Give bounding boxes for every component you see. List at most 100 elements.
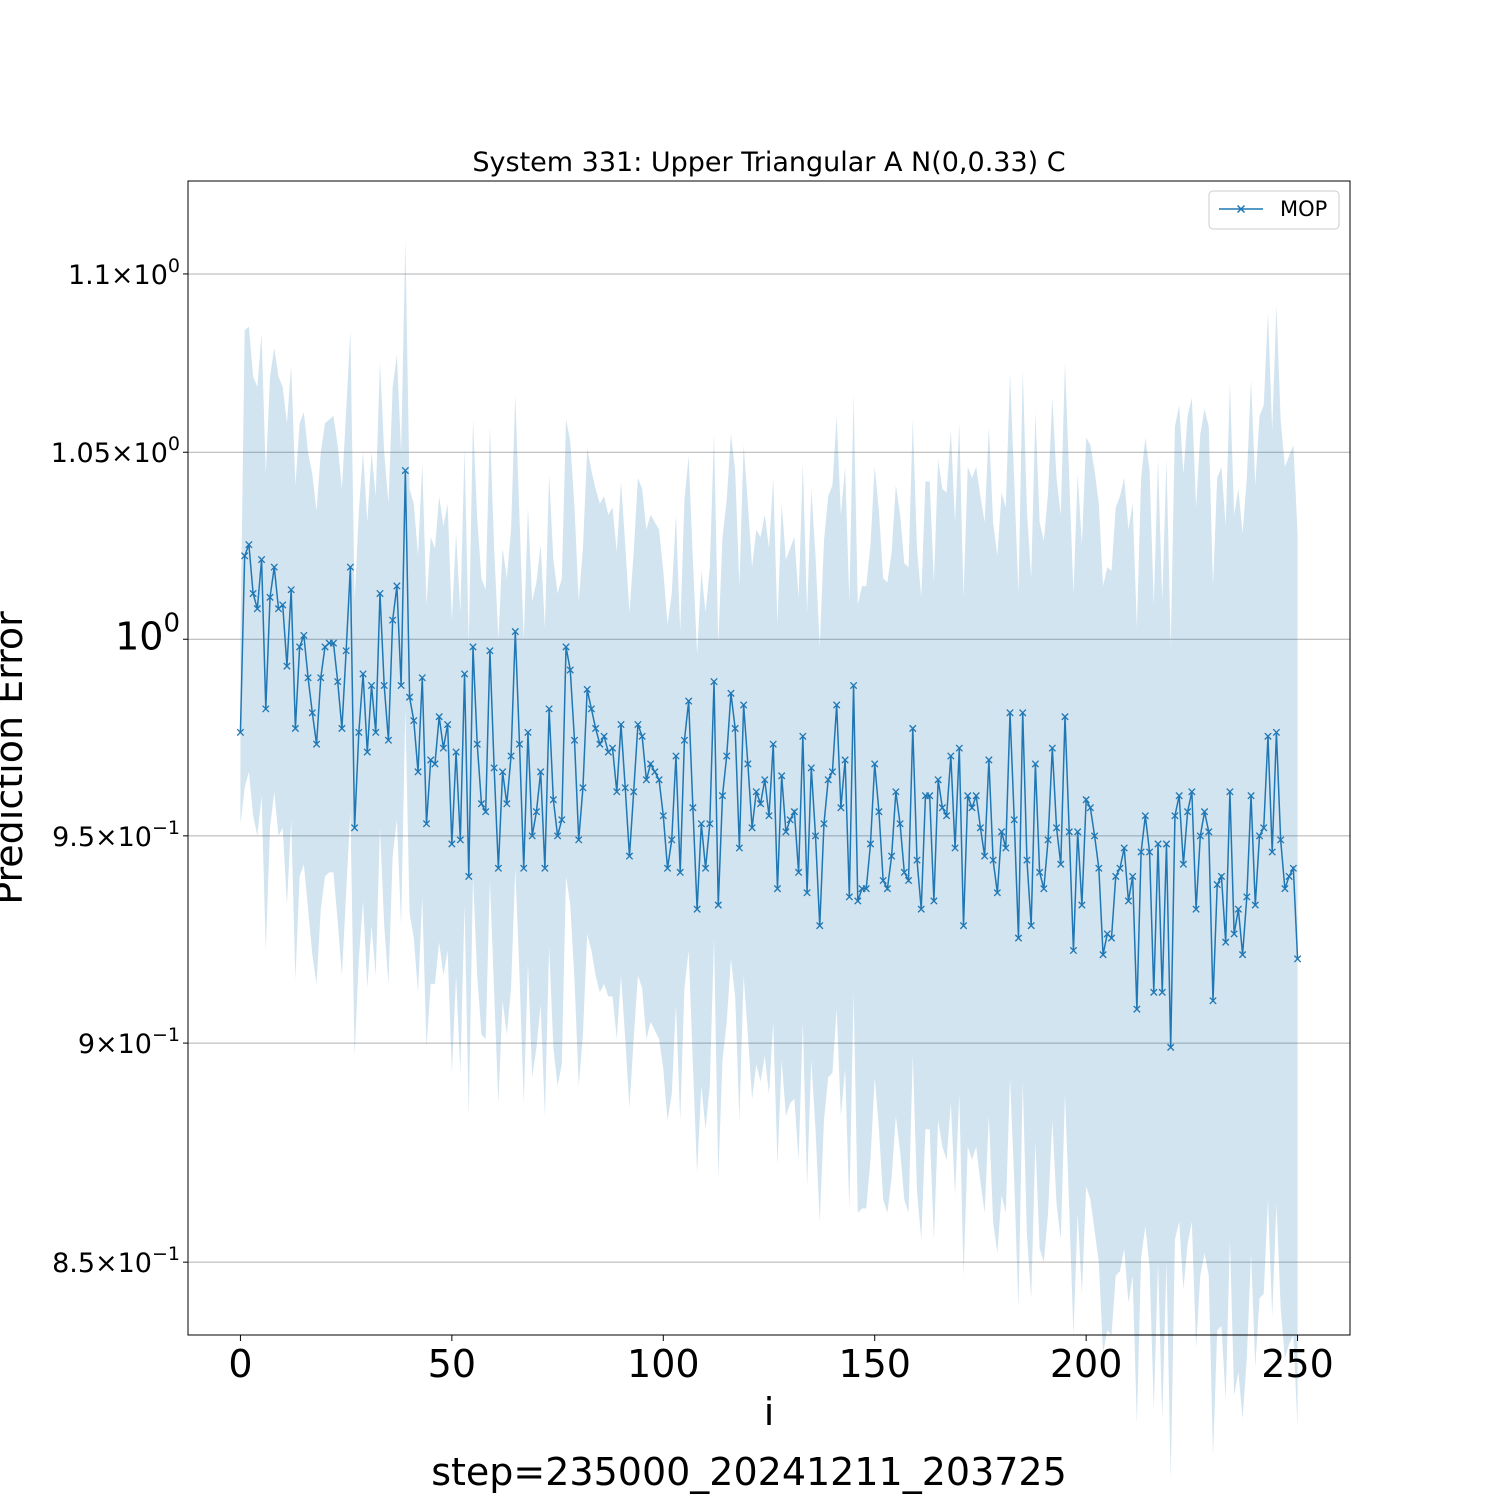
data-point	[1264, 732, 1272, 740]
data-point	[1281, 885, 1289, 893]
data-point	[317, 674, 325, 682]
data-point	[634, 720, 642, 729]
data-point	[1023, 856, 1031, 864]
data-point	[655, 776, 663, 784]
data-point	[570, 736, 579, 744]
data-point	[1082, 796, 1090, 804]
data-point	[621, 784, 629, 792]
data-point	[342, 647, 350, 655]
data-point	[591, 724, 600, 733]
data-point	[642, 776, 651, 784]
data-point	[892, 788, 900, 796]
data-point	[980, 852, 989, 860]
x-tick-label: 200	[1050, 1342, 1123, 1386]
data-point	[765, 812, 773, 820]
data-point	[617, 720, 625, 729]
data-point	[985, 756, 993, 764]
data-point	[460, 670, 469, 678]
data-point	[1175, 792, 1183, 800]
data-point	[723, 752, 731, 760]
data-point	[1086, 804, 1095, 812]
data-point	[1061, 713, 1069, 721]
data-point	[951, 844, 959, 852]
data-point	[439, 744, 448, 752]
data-point	[465, 872, 473, 881]
data-point	[553, 832, 562, 840]
data-point	[575, 836, 583, 844]
data-point	[1154, 840, 1162, 848]
x-tick-label: 150	[838, 1342, 911, 1386]
data-point	[1247, 792, 1255, 800]
chart-title: System 331: Upper Triangular A N(0,0.33)…	[472, 147, 1065, 178]
data-point	[448, 840, 456, 848]
data-point	[955, 744, 963, 752]
y-tick-layer: 8.5×10−1 9×10−1 9.5×10−1 100 1.05×100 1.1×100	[51, 255, 188, 1279]
data-point	[849, 681, 858, 690]
data-point	[1255, 832, 1264, 840]
data-point	[355, 728, 363, 737]
data-point	[811, 832, 820, 840]
data-point	[384, 736, 393, 744]
data-point	[938, 804, 947, 812]
data-point	[312, 740, 321, 748]
data-point	[587, 705, 596, 713]
x-tick-label: 250	[1261, 1342, 1334, 1386]
data-point	[676, 868, 684, 876]
data-point	[1158, 988, 1166, 996]
data-point	[308, 709, 316, 717]
data-point	[431, 760, 439, 768]
data-point	[1141, 812, 1149, 820]
data-point	[558, 816, 566, 824]
data-point	[769, 740, 777, 748]
legend-box	[1208, 190, 1340, 230]
data-point	[718, 792, 727, 800]
y-axis-label: Prediction Error	[0, 611, 31, 905]
data-point	[1044, 836, 1052, 844]
data-point	[1188, 788, 1196, 796]
data-point	[824, 776, 832, 784]
data-point	[1268, 848, 1276, 856]
data-point	[579, 784, 587, 792]
data-point	[477, 800, 486, 808]
data-point	[710, 677, 718, 686]
data-point	[494, 864, 503, 872]
data-point	[253, 605, 262, 613]
data-point	[976, 824, 985, 832]
data-point	[866, 840, 875, 848]
data-point	[828, 768, 837, 776]
data-point	[1128, 872, 1137, 881]
data-point	[832, 701, 841, 709]
data-point	[913, 856, 921, 864]
data-point	[372, 728, 380, 737]
data-point	[1179, 860, 1188, 868]
data-point	[1150, 988, 1158, 996]
data-point	[545, 705, 553, 713]
data-point	[380, 681, 388, 690]
data-point	[972, 792, 980, 800]
data-point	[532, 808, 541, 816]
data-point	[837, 804, 845, 812]
y-tick-label: 100	[115, 608, 180, 658]
data-point	[1222, 938, 1230, 946]
data-point	[245, 540, 253, 549]
data-point	[1065, 828, 1073, 836]
data-point	[262, 705, 270, 713]
data-point	[659, 812, 667, 820]
data-point	[651, 768, 659, 776]
data-point	[608, 744, 617, 752]
data-point	[329, 639, 338, 647]
data-point	[490, 764, 498, 772]
data-point	[376, 589, 384, 598]
data-point	[338, 724, 346, 733]
legend: MOP	[1208, 190, 1340, 230]
data-point	[1205, 828, 1213, 836]
data-point	[511, 627, 519, 636]
data-point	[989, 856, 997, 864]
data-point	[735, 844, 744, 852]
data-point	[1251, 901, 1259, 909]
series-markers	[236, 466, 1302, 1052]
data-point	[1124, 897, 1133, 905]
data-point	[452, 748, 460, 756]
data-point	[845, 893, 854, 901]
data-point	[304, 674, 312, 682]
